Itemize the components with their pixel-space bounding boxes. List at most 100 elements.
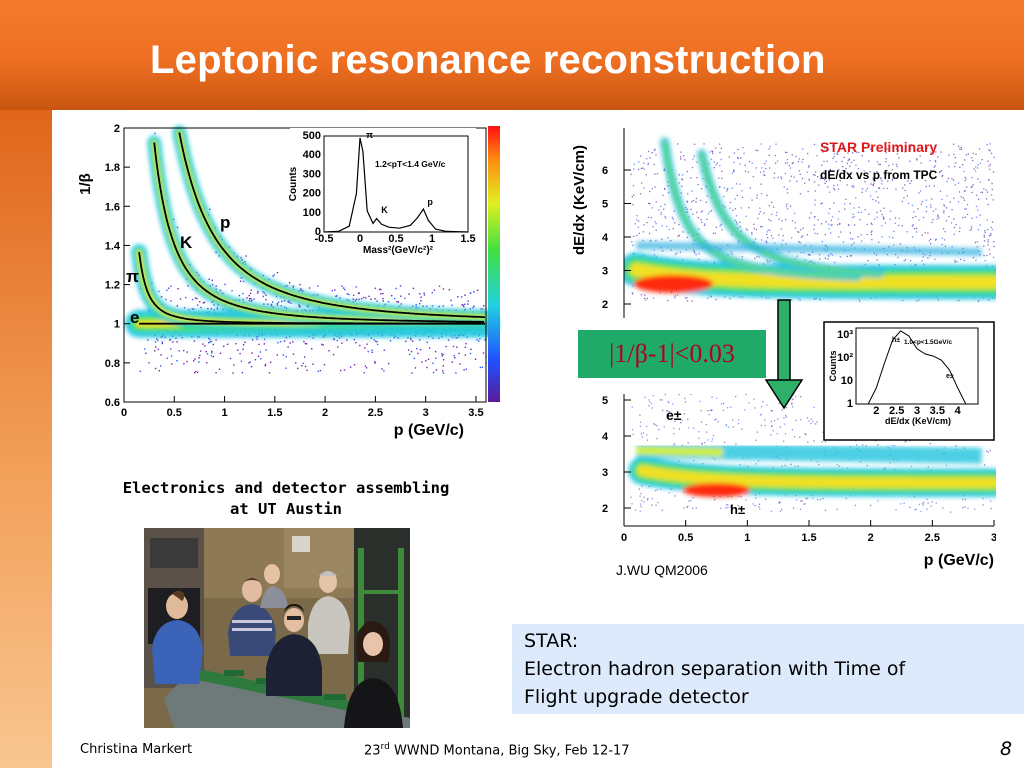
scatter-point [715,164,717,166]
scatter-point [640,182,643,184]
scatter-point [876,259,878,261]
header-bar [0,0,1024,110]
scatter-point [812,497,814,500]
scatter-point [846,162,849,165]
scatter-point [256,292,259,294]
scatter-point [770,409,772,412]
scatter-point [208,337,210,340]
scatter-point [988,149,990,151]
scatter-point [951,178,953,180]
scatter-point [919,190,922,192]
scatter-point [944,231,946,233]
scatter-point [955,162,957,164]
scatter-point [754,407,756,409]
scatter-point [800,229,802,231]
scatter-point [881,180,883,182]
scatter-point [949,201,951,203]
scatter-point [814,204,816,206]
scatter-point [692,199,695,202]
scatter-point [953,153,955,156]
scatter-point [944,239,946,241]
scatter-point [977,178,979,180]
scatter-point [984,259,986,262]
scatter-point [709,295,711,297]
scatter-point [857,168,859,170]
scatter-point [714,499,716,501]
scatter-point [751,233,753,235]
scatter-point [971,217,973,219]
scatter-point [813,228,815,231]
scatter-point [686,211,688,213]
scatter-point [479,366,482,369]
scatter-point [357,292,360,295]
scatter-point [975,216,978,218]
scatter-point [884,467,886,469]
scatter-point [925,173,928,175]
scatter-point [776,211,778,214]
scatter-point [806,417,809,419]
scatter-point [292,286,294,288]
scatter-point [767,237,769,239]
scatter-point [755,228,757,231]
scatter-point [766,194,768,197]
scatter-point [250,289,252,291]
scatter-point [442,288,445,290]
scatter-point [643,224,645,226]
scatter-point [639,425,642,427]
scatter-point [858,151,860,153]
scatter-point [651,497,653,500]
scatter-point [693,250,695,253]
scatter-point [754,238,757,240]
y-tick-label: 1.8 [105,162,120,174]
scatter-point [170,355,173,357]
scatter-point [780,176,782,178]
scatter-point [898,217,900,220]
scatter-point [947,177,949,179]
scatter-point [825,149,827,151]
inset-x-tick-label: 3.5 [930,405,945,417]
scatter-point [263,303,265,305]
scatter-point [673,427,675,429]
scatter-point [715,298,717,301]
scatter-point [160,365,162,367]
scatter-point [264,364,266,367]
scatter-point [881,236,883,238]
scatter-point [991,228,994,231]
scatter-point [473,291,475,293]
scatter-point [381,368,383,370]
scatter-point [667,410,669,412]
scatter-point [651,207,653,209]
scatter-point [849,203,851,205]
scatter-point [896,153,898,155]
scatter-point [807,190,809,193]
scatter-point [346,339,348,341]
scatter-point [943,212,945,214]
scatter-point [442,305,444,307]
scatter-point [649,401,651,403]
scatter-point [983,234,985,236]
scatter-point [910,144,912,146]
scatter-point [866,187,868,190]
scatter-point [892,163,894,165]
scatter-point [808,178,810,181]
x-tick-label: 3.5 [468,407,483,419]
scatter-point [639,495,641,497]
scatter-point [817,219,819,221]
scatter-point [870,183,872,185]
scatter-point [835,161,838,163]
scatter-point [831,216,834,218]
scatter-point [648,399,650,401]
scatter-point [371,351,373,353]
inset-frame [323,135,469,233]
scatter-point [748,160,751,163]
scatter-point [829,170,831,172]
scatter-point [878,264,880,266]
scatter-point [819,299,821,301]
scatter-point [826,160,828,162]
scatter-point [987,241,989,243]
scatter-point [779,510,782,513]
person-striped-shirt [228,578,276,656]
scatter-point [870,148,872,150]
scatter-point [250,300,252,302]
